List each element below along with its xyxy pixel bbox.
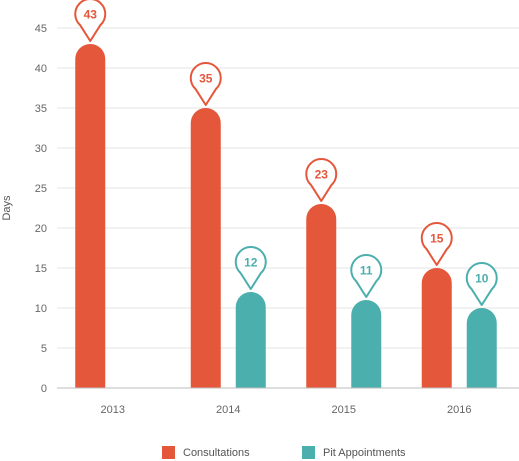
pin-shape xyxy=(189,62,222,106)
data-label-pin: 10 xyxy=(465,262,498,306)
bar xyxy=(421,268,452,388)
x-tick-label: 2014 xyxy=(216,404,240,416)
y-axis-label: Days xyxy=(1,195,13,221)
data-label: 23 xyxy=(315,168,329,182)
y-tick-label: 45 xyxy=(35,23,47,35)
x-axis-ticks: 2013 2014 2015 2016 xyxy=(101,404,472,416)
legend-item: Consultations xyxy=(162,446,250,459)
x-tick-label: 2015 xyxy=(332,404,356,416)
y-tick-label: 25 xyxy=(35,183,47,195)
y-tick-label: 30 xyxy=(35,143,47,155)
data-label: 12 xyxy=(244,256,258,270)
y-tick-label: 20 xyxy=(35,223,47,235)
data-label-pin: 35 xyxy=(189,62,222,106)
x-tick-label: 2016 xyxy=(447,404,471,416)
y-tick-label: 40 xyxy=(35,63,47,75)
legend-swatch xyxy=(302,446,315,459)
data-label-pin: 15 xyxy=(420,222,453,266)
bar xyxy=(75,44,106,389)
data-label-pin: 12 xyxy=(234,246,267,290)
y-tick-label: 5 xyxy=(41,343,47,355)
bar xyxy=(235,292,266,388)
bar xyxy=(190,108,221,389)
pin-shape xyxy=(305,158,338,202)
pin-shape xyxy=(465,262,498,306)
pin-shape xyxy=(74,0,107,42)
gridlines xyxy=(57,27,519,349)
bars xyxy=(75,44,497,389)
legend-label: Consultations xyxy=(183,447,250,459)
data-labels: 43 35 12 23 11 15 10 xyxy=(74,0,498,306)
legend-item: Pit Appointments xyxy=(302,446,406,459)
data-label-pin: 43 xyxy=(74,0,107,42)
data-label: 15 xyxy=(430,232,444,246)
data-label: 43 xyxy=(84,8,98,22)
x-tick-label: 2013 xyxy=(101,404,125,416)
bar xyxy=(466,308,497,388)
data-label-pin: 23 xyxy=(305,158,338,202)
data-label: 10 xyxy=(475,272,489,286)
legend-label: Pit Appointments xyxy=(323,447,406,459)
data-label: 35 xyxy=(199,72,213,86)
data-label: 11 xyxy=(360,264,373,278)
bar xyxy=(351,300,382,388)
legend-swatch xyxy=(162,446,175,459)
y-tick-label: 15 xyxy=(35,263,47,275)
y-tick-label: 10 xyxy=(35,303,47,315)
y-axis-ticks: 0 5 10 15 20 25 30 35 40 45 xyxy=(35,23,47,395)
y-tick-label: 0 xyxy=(41,383,47,395)
bar xyxy=(306,204,337,388)
pin-shape xyxy=(234,246,267,290)
data-label-pin: 11 xyxy=(350,254,383,298)
y-tick-label: 35 xyxy=(35,103,47,115)
pin-shape xyxy=(420,222,453,266)
legend: Consultations Pit Appointments xyxy=(162,446,406,459)
pin-shape xyxy=(350,254,383,298)
